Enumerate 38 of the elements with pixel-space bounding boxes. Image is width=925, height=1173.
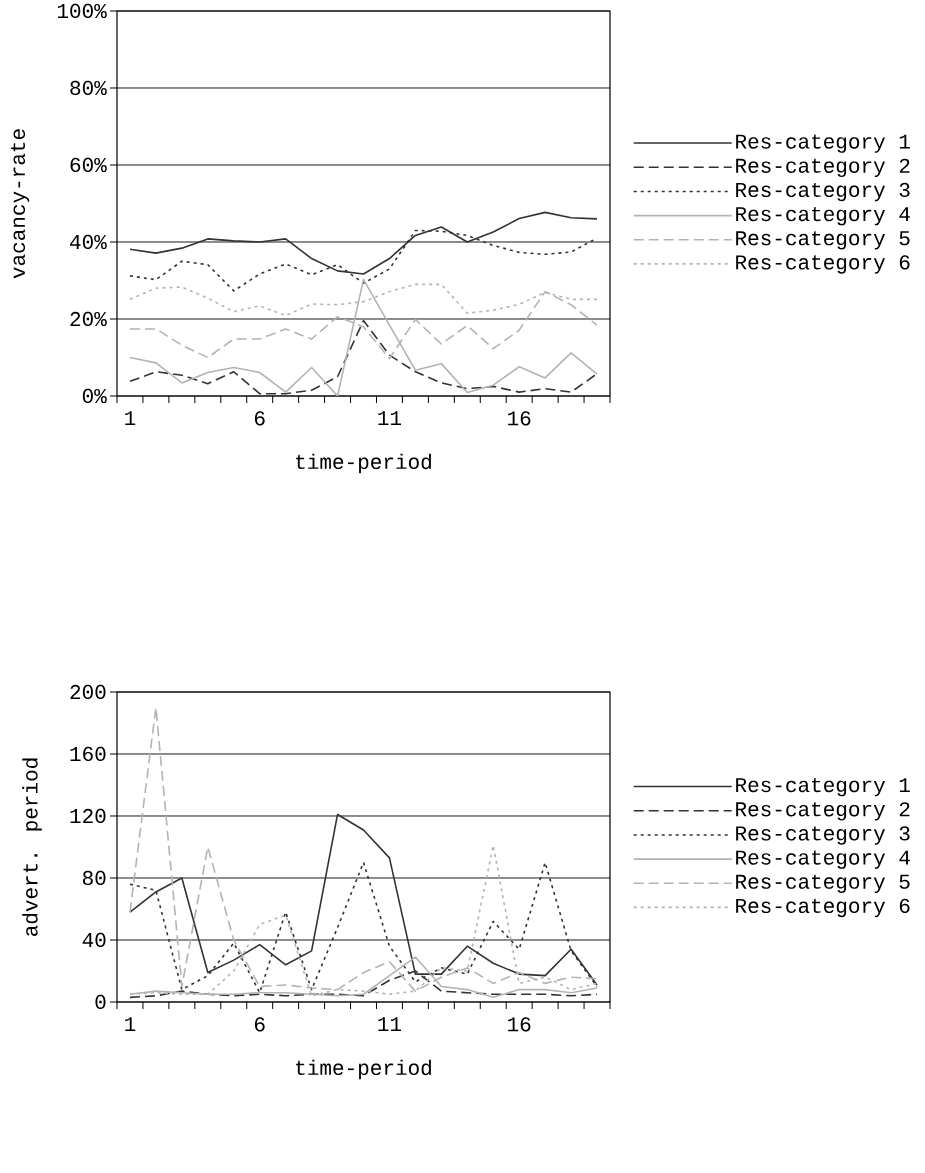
x-tick-label: 6: [254, 1017, 265, 1032]
y-tick-label: 160: [70, 746, 106, 762]
legend-label: Res-category 2: [736, 158, 910, 178]
line-series: [129, 319, 598, 395]
legend-label: Res-category 2: [736, 802, 910, 821]
x-tick-label: 11: [378, 411, 402, 426]
x-tick-label: 11: [378, 1017, 402, 1032]
y-tick-label: 80: [82, 870, 106, 886]
line-series: [129, 278, 598, 396]
x-tick-label: 16: [508, 411, 531, 426]
y-tick-label: 120: [70, 808, 106, 824]
legend-label: Res-category 5: [736, 874, 910, 894]
legend-label: Res-category 6: [736, 255, 910, 274]
y-tick-label: 0: [95, 994, 106, 1010]
legend-label: Res-category 1: [736, 134, 910, 153]
legend-label: Res-category 4: [736, 850, 910, 869]
legend-label: Res-category 6: [736, 898, 910, 918]
y-axis-title: vacancy-rate: [10, 129, 30, 279]
x-tick-label: 16: [508, 1017, 531, 1032]
y-tick-label: 60%: [70, 157, 107, 173]
legend-label: Res-category 3: [736, 182, 910, 202]
y-tick-label: 80%: [70, 80, 107, 96]
legend-label: Res-category 3: [736, 826, 910, 845]
y-tick-label: 0%: [82, 388, 107, 404]
x-axis-title: time-period: [296, 1059, 431, 1080]
y-tick-label: 200: [70, 684, 106, 700]
x-axis-title: time-period: [296, 453, 431, 474]
y-tick-label: 40%: [70, 234, 107, 250]
y-tick-label: 20%: [70, 311, 107, 327]
legend-label: Res-category 4: [736, 207, 910, 226]
y-tick-label: 40: [82, 932, 106, 948]
x-tick-label: 1: [125, 1017, 136, 1032]
y-axis-title: advert. period: [22, 758, 42, 936]
x-tick-label: 6: [254, 411, 265, 426]
y-tick-label: 100%: [57, 3, 107, 19]
legend-label: Res-category 1: [736, 777, 910, 797]
legend-label: Res-category 5: [736, 231, 910, 250]
x-tick-label: 1: [125, 411, 136, 426]
